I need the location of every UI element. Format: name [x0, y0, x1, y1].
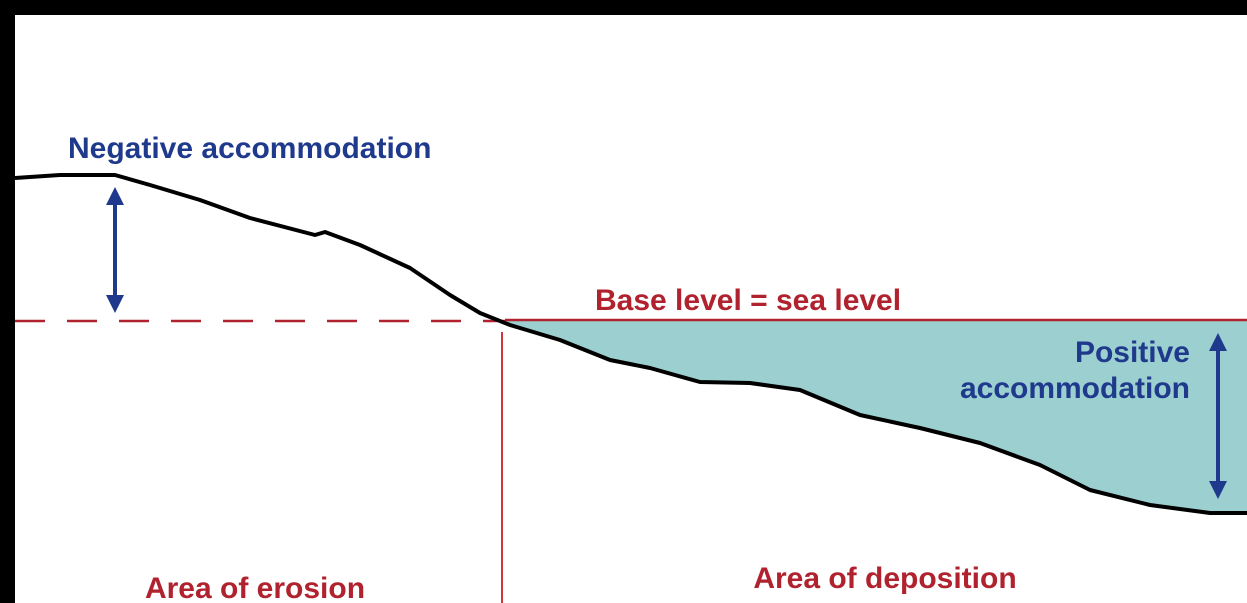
terrain — [14, 173, 1247, 515]
positive-label: accommodation — [960, 372, 1190, 405]
negative-label: Negative accommodation — [68, 132, 431, 165]
base-level-label: Base level = sea level — [595, 284, 901, 317]
canvas — [15, 15, 1247, 603]
positive-label: Positive — [1075, 336, 1190, 369]
deposition-label: Area of deposition — [753, 562, 1016, 595]
erosion-label: Area of erosion — [145, 572, 365, 603]
